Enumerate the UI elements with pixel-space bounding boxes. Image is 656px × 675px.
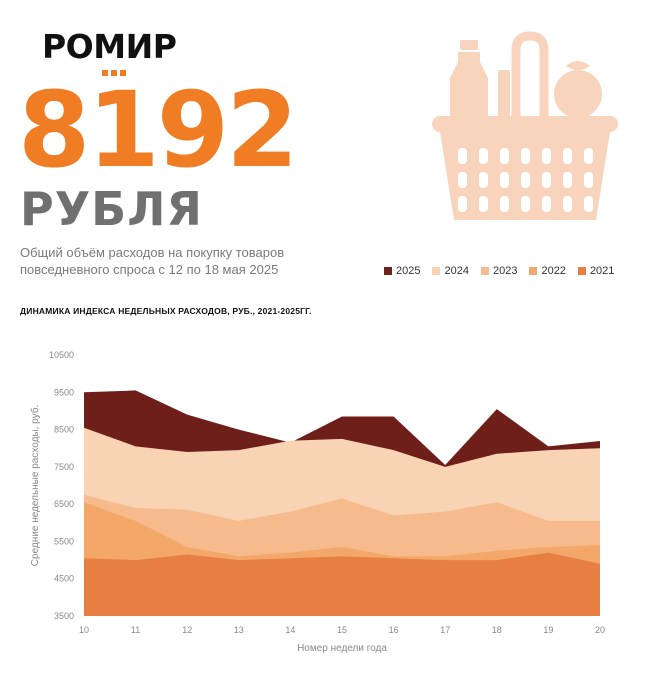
headline-currency: РУБЛЯ: [20, 182, 203, 236]
x-tick-label: 14: [285, 625, 295, 635]
y-tick-label: 3500: [54, 611, 74, 621]
legend-swatch-2021: [577, 267, 586, 275]
y-tick-label: 9500: [54, 387, 74, 397]
legend-label-2021: 2021: [589, 265, 615, 277]
x-tick-label: 15: [337, 625, 347, 635]
grocery-basket-icon: [432, 31, 618, 220]
y-tick-label: 7500: [54, 462, 74, 472]
logo-dots: [102, 70, 126, 76]
headline-value: 8192: [18, 69, 298, 191]
x-tick-label: 12: [182, 625, 192, 635]
chart-title: ДИНАМИКА ИНДЕКСА НЕДЕЛЬНЫХ РАСХОДОВ, РУБ…: [20, 306, 312, 316]
x-tick-label: 17: [440, 625, 450, 635]
legend-label-2025: 2025: [396, 265, 421, 277]
x-tick-label: 20: [595, 625, 605, 635]
legend-swatch-2024: [432, 267, 441, 275]
y-axis-label: Средние недельные расходы, руб.: [29, 405, 41, 566]
legend-label-2022: 2022: [541, 265, 566, 277]
area-chart: 3500 4500 5500 6500 7500 8500 9500 10500 10 11 12 1…: [29, 350, 605, 654]
x-tick-label: 13: [234, 625, 244, 635]
legend-label-2023: 2023: [492, 265, 518, 277]
x-tick-label: 11: [131, 625, 140, 635]
y-tick-label: 4500: [54, 574, 74, 584]
y-tick-label: 8500: [54, 425, 74, 435]
y-tick-label: 6500: [54, 499, 74, 509]
legend-item-2025: 2025: [384, 265, 420, 277]
x-tick-label: 10: [79, 625, 89, 635]
legend-label-2024: 2024: [444, 265, 469, 277]
brand-logo: РОМИР: [42, 27, 177, 66]
legend-item-2021: 2021: [577, 265, 615, 277]
legend-swatch-2022: [529, 267, 538, 275]
legend-swatch-2025: [384, 267, 392, 275]
chart-legend: 2025 2024 2023 2022 2021: [384, 265, 614, 277]
headline-description: Общий объём расходов на покупку товаров …: [20, 245, 285, 277]
y-tick-label: 5500: [54, 536, 74, 546]
x-tick-label: 19: [543, 625, 553, 635]
legend-swatch-2023: [480, 267, 489, 275]
legend-item-2023: 2023: [480, 265, 518, 277]
x-tick-label: 16: [389, 625, 399, 635]
legend-item-2024: 2024: [432, 265, 469, 277]
x-tick-label: 18: [492, 625, 502, 635]
legend-item-2022: 2022: [529, 265, 566, 277]
x-axis-label: Номер недели года: [297, 643, 387, 654]
y-tick-label: 10500: [49, 350, 74, 360]
series-area-2021: [84, 552, 600, 616]
